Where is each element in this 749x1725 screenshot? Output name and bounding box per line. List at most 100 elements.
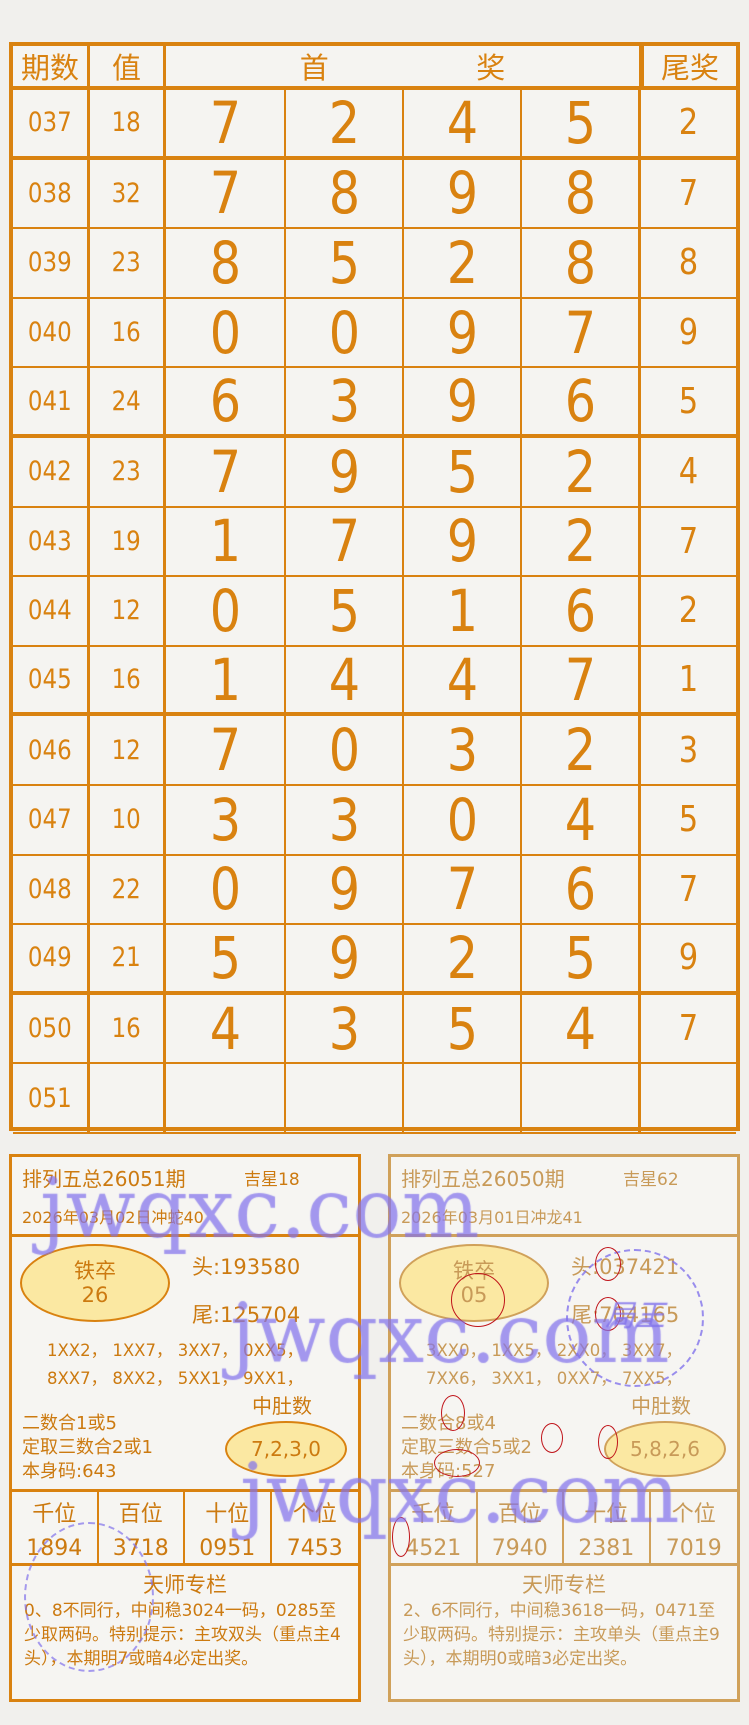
period-cell-box: 045 [13,646,90,717]
period-cell-box: 041 [13,368,90,438]
table-row: 048 22 0 9 7 6 7 [13,855,736,926]
digit-cell-box: 6 [522,577,641,647]
table-header: 期数 值 首 奖 尾奖 [13,46,736,90]
tail-cell-box: 7 [641,856,736,926]
tail-cell: 9 [678,312,699,354]
period-cell: 043 [28,525,72,557]
digit-cell-box: 5 [404,438,522,508]
tail-cell-box: 7 [641,995,736,1065]
tail-cell: 7 [678,172,699,214]
tail-cell-box: 2 [641,90,736,160]
digit-cell-box: 8 [166,229,286,299]
tail-cell-box: 9 [641,925,736,995]
digit-cell-box: 5 [404,994,522,1065]
position-value: 7019 [665,1536,722,1561]
divider [391,1563,737,1566]
value-cell: 16 [111,317,142,349]
position-label: 十位 [205,1502,250,1527]
self-code: 本身码:643 [22,1461,117,1482]
period-cell-box: 038 [13,159,90,230]
period-cell: 050 [28,1013,72,1045]
digit-cell-box: 4 [166,994,286,1065]
table-row: 042 23 7 9 5 2 4 [13,438,736,508]
digit-cell-box: 2 [522,716,641,786]
digit-cell: 0 [328,716,360,785]
digit-cell: 4 [209,994,241,1063]
value-cell-box: 12 [90,716,166,786]
digit-cell: 8 [328,159,360,228]
header-first-prize: 首 奖 [166,46,641,90]
digit-cell: 7 [209,90,241,157]
period-cell-box: 043 [13,507,90,578]
digit-cell: 9 [328,438,360,506]
position-cell: 个位 7019 [651,1492,738,1565]
value-cell-box: 16 [90,994,166,1065]
red-circle-mark [392,1517,410,1557]
digit-cell: 7 [209,438,241,506]
header-tail-prize: 尾奖 [641,46,736,90]
tail-cell: 1 [678,659,699,701]
position-label: 十位 [584,1502,629,1527]
digit-cell: 6 [564,855,596,924]
digit-cell-box [522,1064,641,1134]
digit-cell-box: 6 [522,855,641,926]
tail-cell-box: 7 [641,160,736,230]
mid-value-badge: 7,2,3,0 [225,1421,347,1477]
digit-cell-box: 3 [166,786,286,856]
value-cell: 23 [111,456,142,488]
position-cell: 百位 7940 [478,1492,564,1565]
head-numbers: 头:193580 [192,1255,301,1279]
table-row: 044 12 0 5 1 6 2 [13,577,736,647]
codes-line-1: 1XX2， 1XX7， 3XX7， 0XX5， [47,1341,304,1360]
red-circle-mark [595,1247,621,1281]
digit-cell: 1 [209,646,241,714]
value-cell: 22 [111,873,142,905]
digit-cell: 5 [446,994,478,1063]
digit-cell: 0 [209,298,241,367]
digit-cell: 9 [446,368,478,436]
digit-cell-box [404,1064,522,1134]
table-row: 047 10 3 3 0 4 5 [13,786,736,856]
digit-cell-box: 8 [286,159,404,230]
digit-cell: 5 [328,229,360,297]
digit-cell-box: 3 [286,368,404,438]
red-circle-mark [598,1425,618,1459]
position-value: 7940 [491,1536,548,1561]
digit-cell: 2 [446,229,478,297]
digit-cell-box: 0 [286,298,404,369]
digit-cell: 8 [564,229,596,297]
table-row: 045 16 1 4 4 7 1 [13,646,736,717]
tail-cell-box: 9 [641,299,736,369]
table-row: 050 16 4 3 5 4 7 [13,994,736,1065]
digit-cell: 7 [328,507,360,576]
period-cell-box: 050 [13,994,90,1065]
digit-cell: 4 [446,90,478,157]
period-cell: 040 [28,317,72,349]
digit-cell: 5 [446,438,478,506]
tail-cell-box: 2 [641,577,736,647]
tail-cell-box: 8 [641,229,736,299]
header-value: 值 [90,46,166,90]
tail-cell: 4 [678,451,699,493]
digit-cell-box: 3 [286,994,404,1065]
digit-cell-box: 7 [522,646,641,717]
digit-cell-box: 4 [522,786,641,856]
period-cell: 046 [28,734,72,766]
table-row: 043 19 1 7 9 2 7 [13,507,736,578]
value-cell: 32 [111,177,142,209]
tail-cell-box: 5 [641,368,736,438]
current-prediction-panel: 排列五总26051期 吉星18 2026年03月02日冲蛇40 铁卒 26 头:1… [9,1154,361,1702]
tail-cell: 7 [678,868,699,910]
digit-cell-box: 5 [166,925,286,995]
tail-cell: 2 [678,102,699,144]
period-cell: 049 [28,942,72,974]
tail-cell: 3 [678,729,699,771]
header-period: 期数 [13,46,90,90]
digit-cell: 9 [446,159,478,228]
tail-numbers: 尾:125704 [192,1303,301,1327]
digit-cell: 9 [446,298,478,367]
table-row: 038 32 7 8 9 8 7 [13,159,736,230]
badge: 铁卒 26 [20,1244,170,1322]
tail-cell-box: 3 [641,716,736,786]
period-cell: 042 [28,456,72,488]
